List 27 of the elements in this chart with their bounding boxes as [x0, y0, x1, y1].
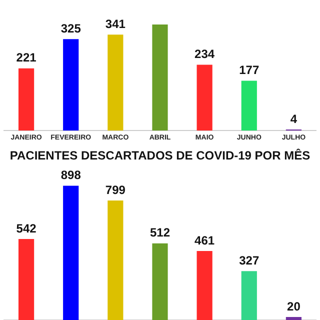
- data-label: 20: [287, 299, 301, 314]
- bar: [63, 186, 79, 320]
- data-label: 234: [194, 47, 215, 62]
- bar: [18, 68, 34, 131]
- data-label: 341: [105, 16, 126, 31]
- data-label: 325: [60, 21, 82, 36]
- bar: [241, 271, 257, 320]
- data-label: 461: [194, 233, 215, 248]
- bar: [152, 243, 168, 320]
- bar: [241, 80, 257, 131]
- data-label: 221: [16, 50, 37, 65]
- data-label: 512: [150, 226, 170, 240]
- bar: [152, 24, 168, 131]
- data-label: 327: [239, 253, 260, 268]
- chart-title: PACIENTES DESCARTADOS DE COVID-19 POR MÊS: [10, 148, 310, 163]
- bar: [286, 317, 302, 320]
- data-label: 799: [105, 182, 126, 197]
- data-label: 177: [239, 63, 260, 78]
- bar: [196, 251, 212, 320]
- bar: [108, 34, 124, 131]
- bar: [18, 238, 34, 320]
- data-label: 4: [290, 112, 298, 126]
- bar: [196, 64, 212, 131]
- bar: [63, 39, 79, 131]
- data-label: 898: [60, 168, 82, 182]
- bar: [108, 200, 124, 320]
- data-label: 542: [16, 221, 37, 236]
